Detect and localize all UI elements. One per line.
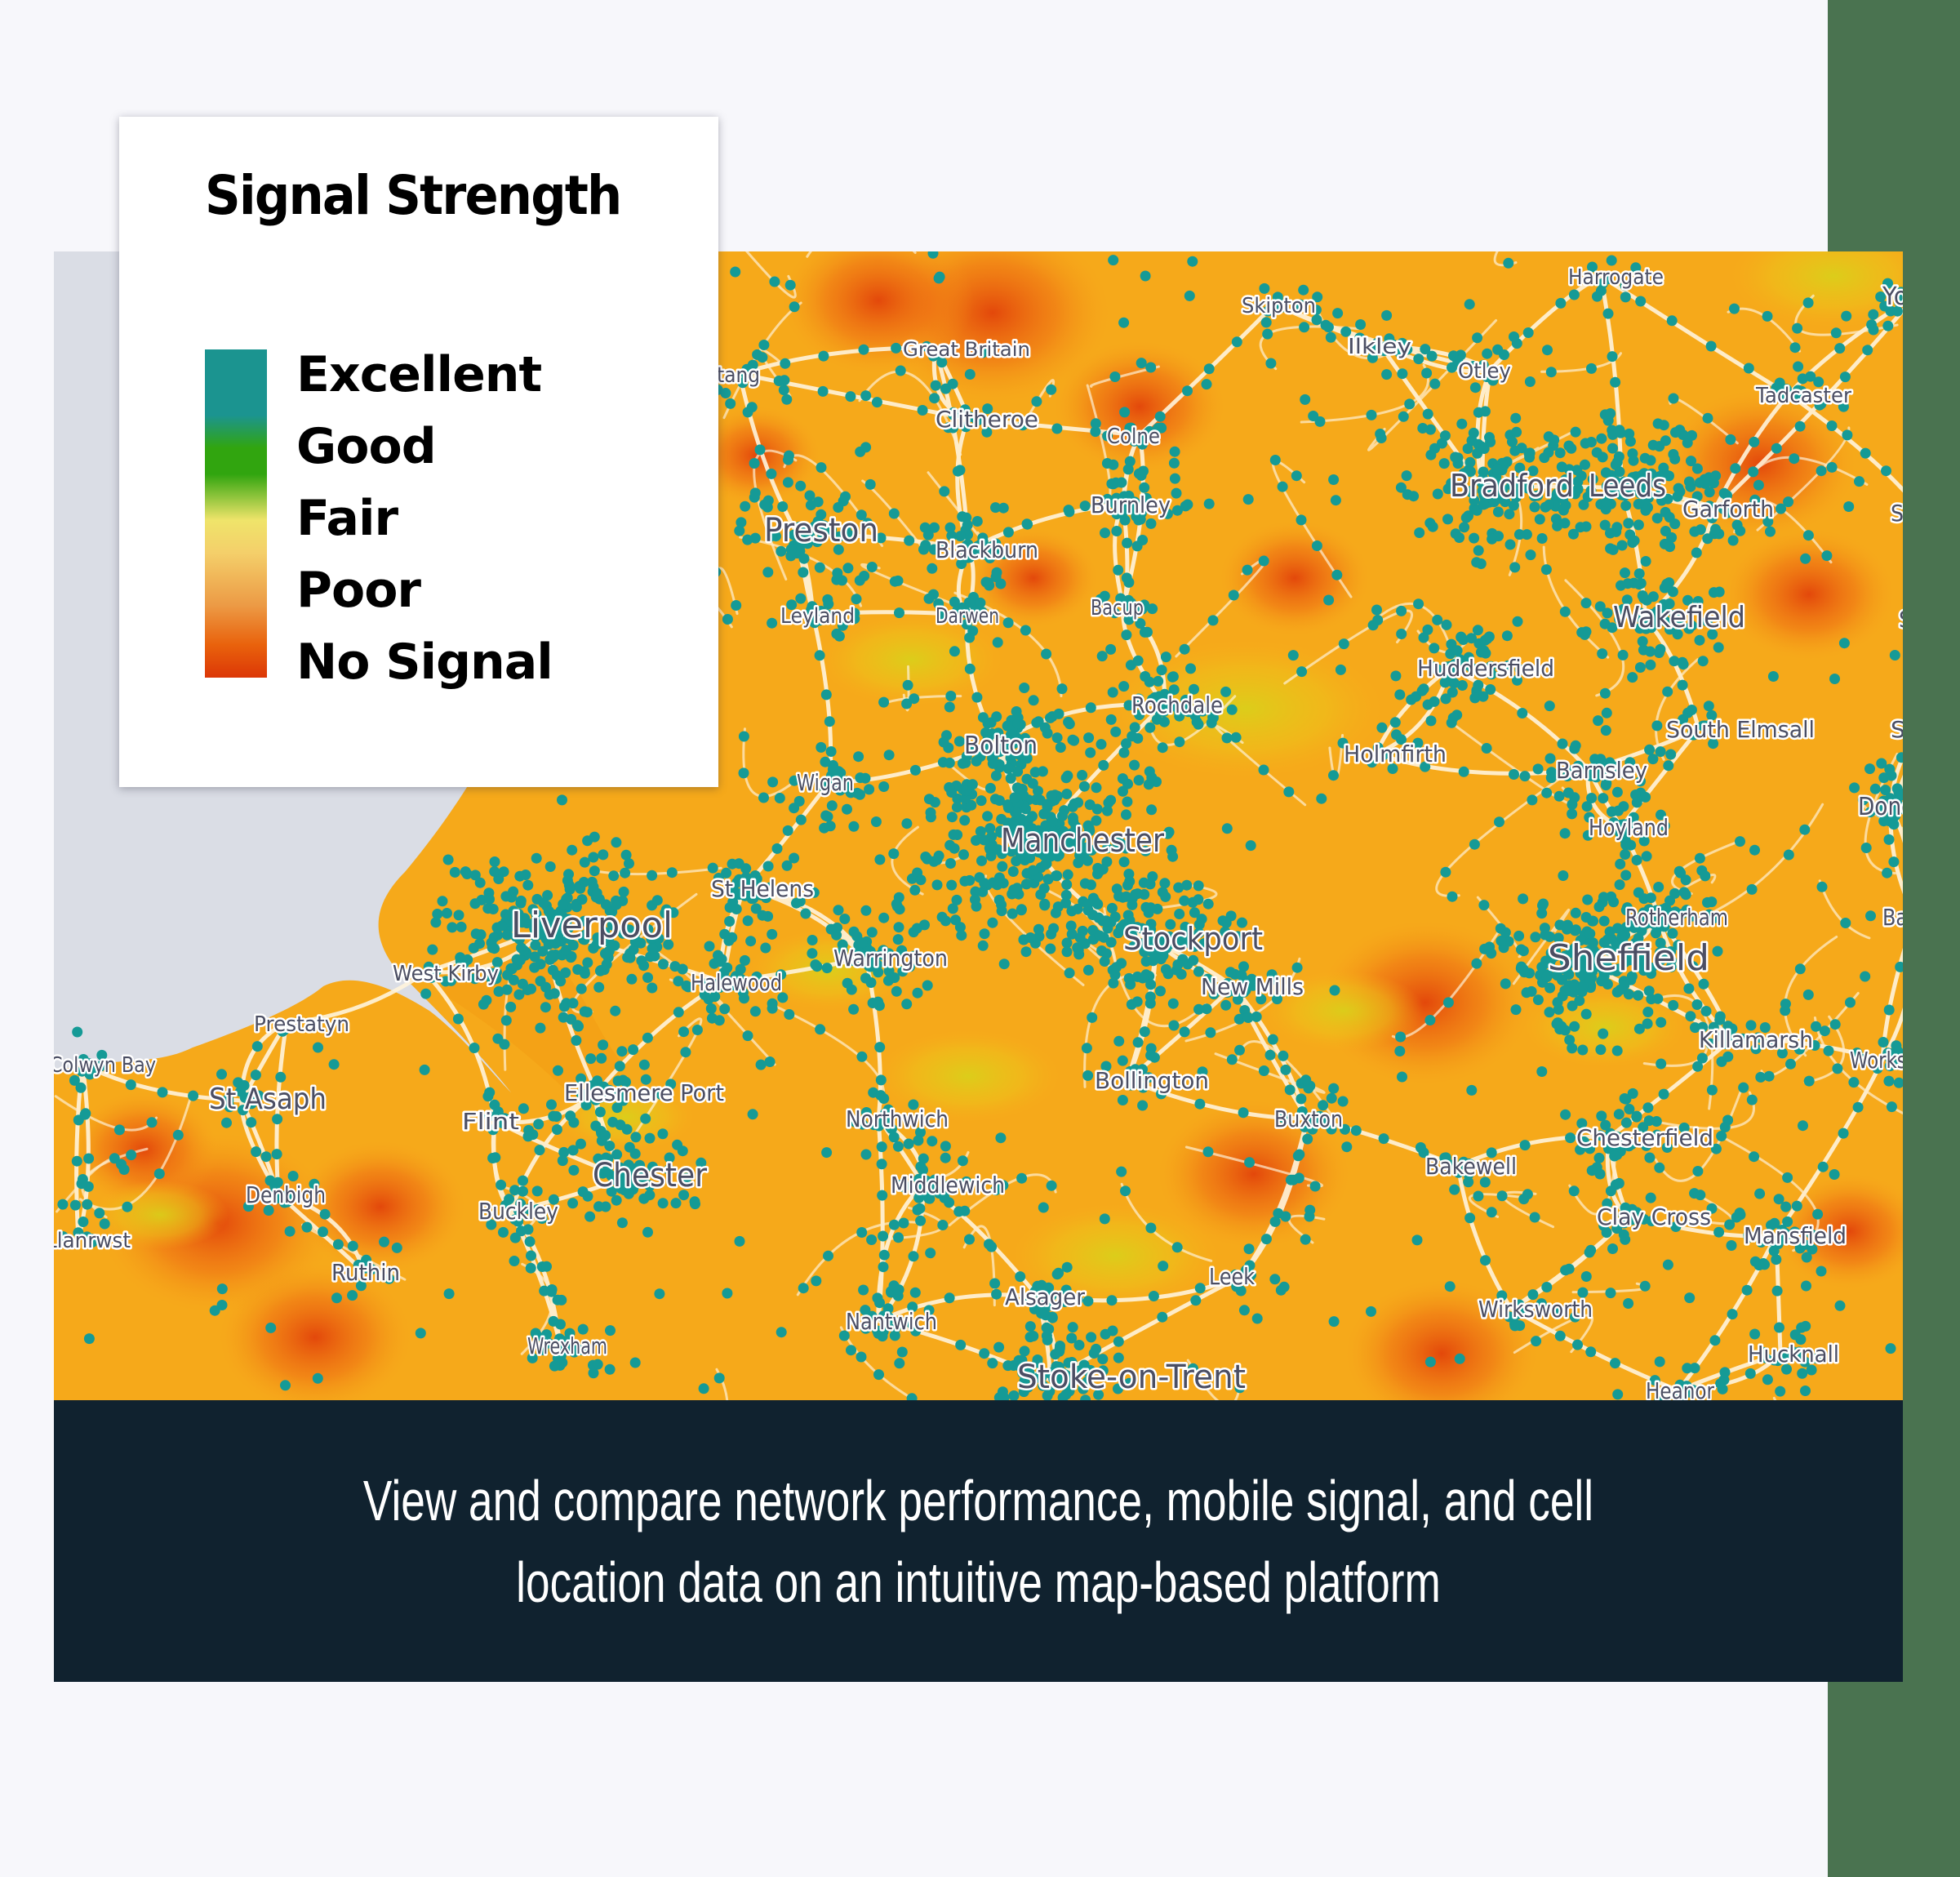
caption-text: View and compare network performance, mo… (362, 1468, 1594, 1614)
legend-label-good: Good (296, 418, 437, 475)
place-label: Wakefield (1613, 601, 1745, 634)
place-label: Llanrwst (54, 1229, 131, 1253)
cell-sites (57, 251, 1903, 1400)
place-label: Leyland (780, 604, 855, 629)
place-label: Ellesmere Port (564, 1079, 724, 1106)
place-label: Ruthin (331, 1259, 400, 1286)
legend-title: Signal Strength (205, 164, 622, 227)
place-label: Burnley (1091, 491, 1171, 518)
land-area (54, 251, 1903, 1400)
place-label: Rochdale (1131, 692, 1223, 718)
legend-label-no-signal: No Signal (296, 634, 553, 691)
place-label: Middlewich (891, 1172, 1005, 1199)
place-label: Preston (764, 512, 878, 549)
place-label: Buxton (1274, 1105, 1343, 1132)
place-label: Flint (462, 1108, 519, 1135)
wirral-peninsula (438, 952, 625, 1101)
legend-label-fair: Fair (296, 490, 398, 547)
place-label: Hucknall (1748, 1341, 1839, 1368)
place-label: Snaith (1899, 606, 1903, 633)
place-label: Chester (593, 1157, 707, 1194)
signal-heatmap[interactable]: Great BritainstangSkiptonHarrogateYorkIl… (54, 251, 1903, 1400)
place-label: Heanor (1646, 1377, 1714, 1400)
legend-label-poor: Poor (296, 562, 421, 619)
legend-color-scale (205, 349, 267, 678)
place-label: St Helens (711, 875, 814, 902)
place-label: Worksop (1850, 1047, 1903, 1074)
place-label: Chesterfield (1576, 1124, 1713, 1151)
place-label: Manchester (1001, 822, 1164, 860)
place-label: Bolton (964, 732, 1038, 760)
place-label: Bacup (1091, 596, 1144, 620)
place-label: Colne (1107, 425, 1160, 449)
place-label: Nantwich (846, 1308, 937, 1335)
place-label: Stockport (1123, 921, 1263, 957)
place-label: Halewood (691, 969, 782, 996)
place-label: Wigan (797, 769, 854, 796)
place-label: Harrogate (1568, 265, 1664, 290)
place-label: St Asaph (209, 1083, 327, 1116)
place-label: Ilkley (1348, 335, 1411, 359)
place-label: York (1882, 282, 1903, 311)
place-label: New Mills (1201, 973, 1304, 1000)
place-label: Otley (1458, 359, 1511, 384)
caption-banner: View and compare network performance, mo… (54, 1400, 1903, 1682)
place-label: Northwich (846, 1105, 949, 1132)
place-label: Blackburn (936, 536, 1038, 563)
place-label: Alsager (1005, 1283, 1085, 1310)
place-label: Barnsley (1556, 757, 1647, 784)
place-label: Bollington (1095, 1067, 1209, 1094)
place-label: Clitheroe (936, 406, 1038, 433)
place-label: Doncaster (1858, 793, 1903, 821)
place-label: Wrexham (527, 1332, 607, 1359)
place-label: Rotherham (1625, 904, 1728, 931)
place-label: Liverpool (511, 905, 673, 946)
place-label: Sheffield (1548, 937, 1709, 979)
place-labels: Great BritainstangSkiptonHarrogateYorkIl… (54, 264, 1903, 1401)
place-label: Stainforth (1891, 716, 1903, 743)
place-label: Leek (1209, 1263, 1256, 1290)
place-label: Mansfield (1744, 1222, 1847, 1249)
place-label: Denbigh (246, 1181, 326, 1208)
place-label: Colwyn Bay (54, 1053, 156, 1078)
place-label: South Elmsall (1666, 716, 1815, 743)
place-label: Wirksworth (1478, 1296, 1593, 1323)
place-label: Holmfirth (1344, 741, 1447, 767)
map-canvas: Great BritainstangSkiptonHarrogateYorkIl… (54, 251, 1903, 1400)
place-label: Stoke-on-Trent (1017, 1359, 1246, 1396)
place-label: Prestatyn (254, 1012, 349, 1037)
place-label: Tadcaster (1755, 384, 1851, 408)
place-label: Selby (1891, 500, 1903, 527)
place-label: Skipton (1242, 294, 1316, 318)
place-label: Hoyland (1589, 814, 1669, 841)
place-label: Leeds (1589, 468, 1666, 504)
place-label: Warrington (833, 945, 948, 972)
place-label: Garforth (1682, 496, 1774, 523)
place-label: Bradford (1450, 468, 1574, 504)
place-label: Killamarsh (1699, 1026, 1813, 1053)
signal-strength-legend: Signal Strength Excellent Good Fair Poor… (119, 117, 718, 787)
place-label: Huddersfield (1417, 655, 1554, 682)
place-label: West Kirby (393, 962, 499, 986)
place-label: Great Britain (903, 338, 1030, 361)
legend-label-excellent: Excellent (296, 346, 542, 403)
place-label: Bakewell (1425, 1153, 1517, 1180)
legend-labels: Excellent Good Fair Poor No Signal (296, 339, 553, 698)
heat-layer (69, 251, 1903, 1400)
place-label: Clay Cross (1597, 1203, 1711, 1230)
place-label: Buckley (478, 1198, 558, 1225)
place-label: Darwen (936, 604, 999, 629)
place-label: Bawtry (1882, 904, 1903, 931)
